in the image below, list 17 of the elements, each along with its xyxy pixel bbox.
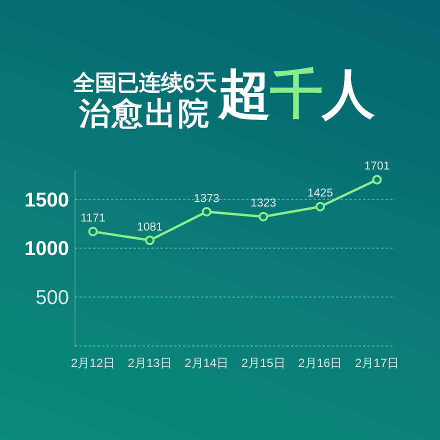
title: 全国已连续6天治愈出院 bbox=[72, 69, 218, 129]
data-label: 1373 bbox=[194, 192, 220, 205]
x-tick-label: 2月16日 bbox=[298, 356, 342, 370]
subtitle: 超千人 bbox=[218, 64, 374, 126]
x-tick-label: 2月17日 bbox=[354, 356, 400, 370]
x-tick-label: 2月12日 bbox=[70, 356, 116, 370]
y-tick-label: 500 bbox=[36, 287, 69, 310]
data-label: 1425 bbox=[307, 188, 333, 200]
data-label: 1171 bbox=[80, 212, 106, 224]
x-tick-label: 2月14日 bbox=[184, 356, 229, 370]
x-tick-label: 2月13日 bbox=[128, 356, 172, 370]
y-tick-label: 1000 bbox=[24, 238, 69, 260]
data-label: 1081 bbox=[137, 221, 163, 234]
data-label: 1701 bbox=[364, 160, 390, 173]
data-label: 1323 bbox=[250, 198, 276, 210]
x-tick-label: 2月15日 bbox=[241, 356, 286, 370]
y-tick-label: 1500 bbox=[24, 189, 69, 212]
